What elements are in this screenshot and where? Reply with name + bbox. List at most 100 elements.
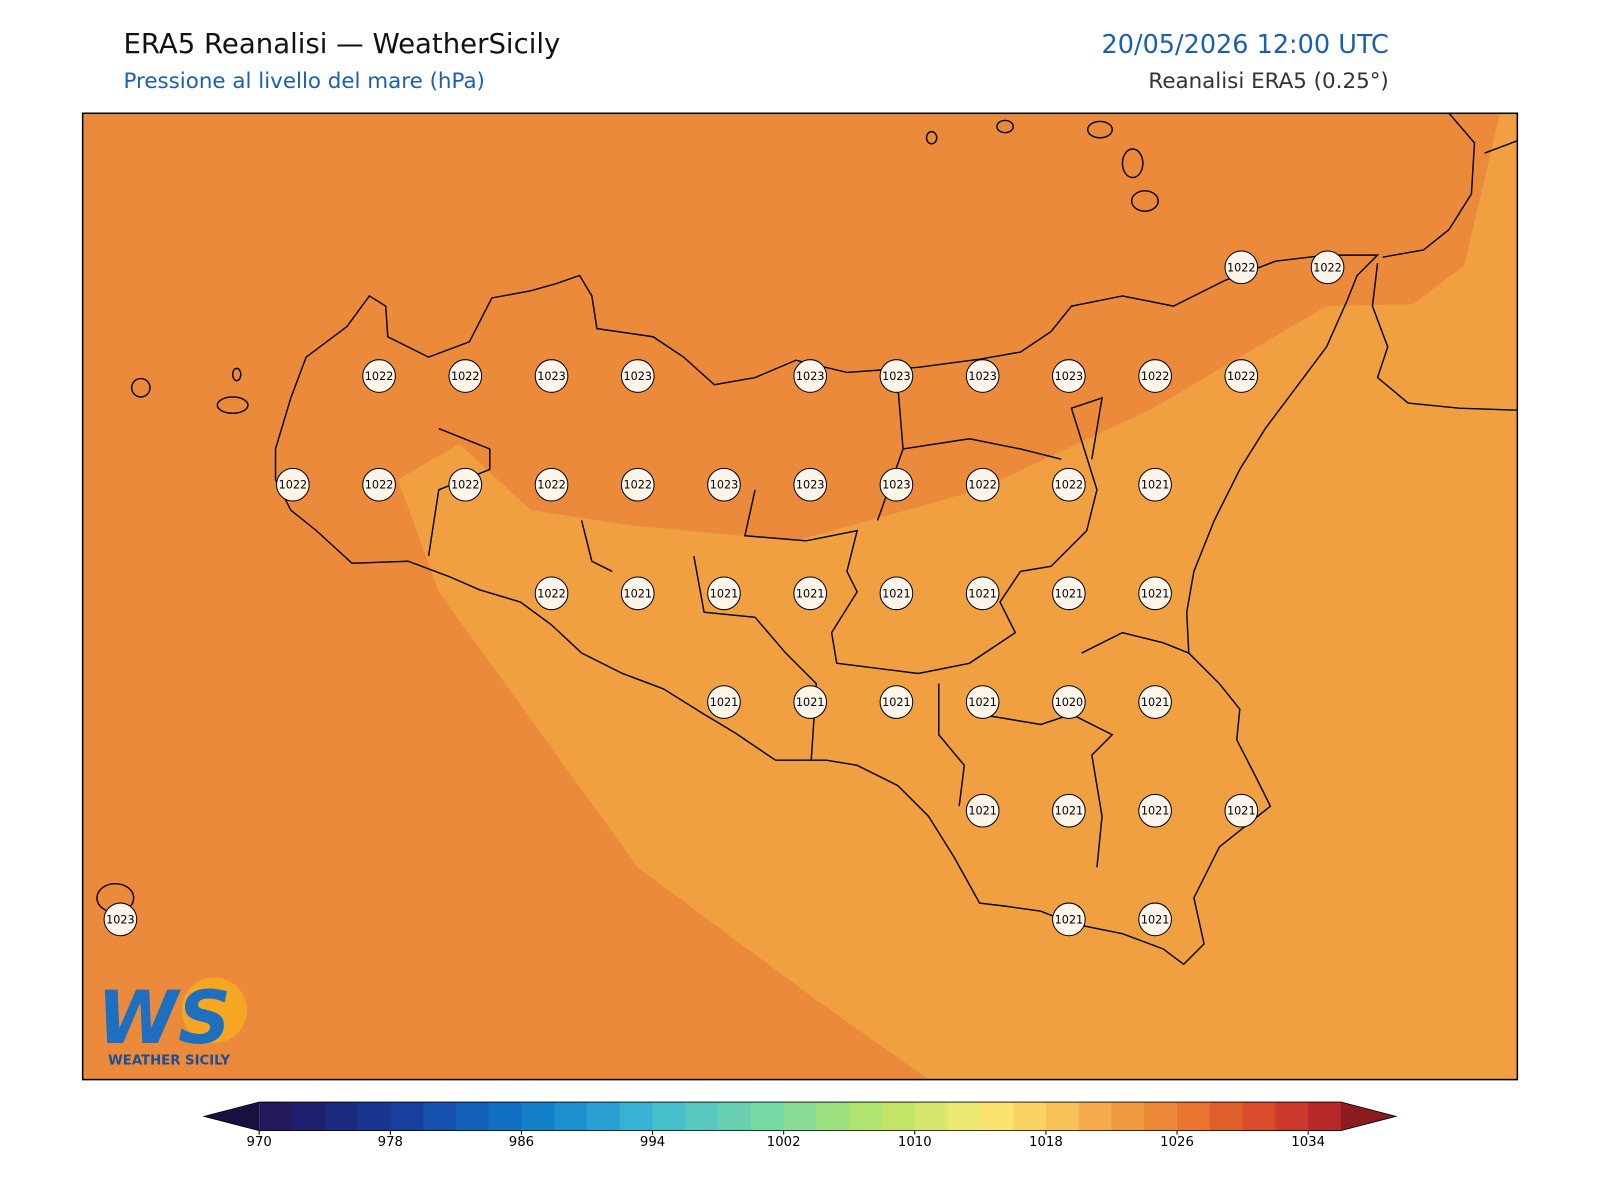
station-value: 1022	[968, 479, 997, 492]
station-value: 1022	[1141, 370, 1170, 383]
logo-letters: WS	[97, 976, 231, 1061]
station-marker	[793, 576, 828, 611]
station-marker	[879, 467, 914, 502]
pressure-band	[397, 113, 1518, 1080]
station: 1021	[707, 576, 741, 611]
colorbar-swatch	[586, 1102, 621, 1131]
station-value: 1021	[968, 696, 997, 709]
station-value: 1022	[1055, 479, 1084, 492]
colorbar-tick-label: 1026	[1160, 1135, 1194, 1150]
colorbar-swatch	[914, 1102, 949, 1131]
station-value: 1022	[279, 479, 308, 492]
colorbar-tick-label: 1002	[767, 1135, 801, 1150]
station-value: 1022	[1227, 370, 1256, 383]
station: 1022	[448, 359, 483, 393]
station-marker	[1138, 685, 1172, 719]
station-marker	[1224, 359, 1259, 393]
station: 1022	[1052, 467, 1086, 502]
station: 1020	[1052, 685, 1086, 719]
station-marker	[793, 685, 828, 719]
station: 1021	[793, 685, 828, 719]
map-area	[82, 113, 1518, 1080]
station: 1021	[1138, 685, 1172, 719]
station-value: 1023	[623, 370, 652, 383]
station-value: 1021	[1141, 479, 1170, 492]
station: 1021	[965, 793, 1000, 828]
colorbar-swatch	[390, 1102, 424, 1131]
colorbar-tick-label: 994	[640, 1135, 665, 1150]
station-value: 1021	[882, 696, 911, 709]
station-layer: 1022 1022 1022 1022 1023 1023 1023 1023 1023 1023…	[103, 250, 1345, 937]
station: 1021	[1052, 793, 1086, 828]
station-value: 1022	[537, 587, 566, 600]
station-marker	[534, 359, 569, 393]
colorbar-swatch	[849, 1102, 883, 1131]
station-value: 1021	[710, 696, 739, 709]
colorbar-swatch	[554, 1102, 588, 1131]
station-value: 1023	[796, 370, 825, 383]
station-value: 1023	[1055, 370, 1084, 383]
station: 1021	[707, 685, 741, 719]
station: 1022	[534, 467, 569, 502]
datetime: 20/05/2026 12:00 UTC	[1102, 30, 1389, 60]
station: 1023	[793, 467, 828, 502]
station-marker	[707, 467, 741, 502]
station-value: 1021	[882, 587, 911, 600]
station: 1023	[620, 359, 655, 393]
colorbar: 970 978 986 994 1002 1010 1018 1026 1034	[202, 1101, 1398, 1150]
colorbar-swatch	[816, 1102, 850, 1131]
station-marker	[879, 576, 914, 611]
colorbar-swatch	[1308, 1102, 1342, 1131]
colorbar-tick-label: 1034	[1291, 1135, 1325, 1150]
station-value: 1022	[623, 479, 652, 492]
station: 1022	[1224, 359, 1259, 393]
station-marker	[707, 685, 741, 719]
station: 1021	[793, 576, 828, 611]
station: 1023	[965, 359, 1000, 393]
station: 1021	[965, 576, 1000, 611]
station-value: 1021	[1055, 805, 1084, 818]
station-value: 1021	[1055, 587, 1084, 600]
station-marker	[1138, 467, 1172, 502]
colorbar-outline	[202, 1101, 1398, 1132]
station-marker	[1052, 793, 1086, 828]
station-marker	[620, 467, 655, 502]
logo-sun	[181, 977, 247, 1043]
colorbar-swatch	[521, 1102, 555, 1131]
station-value: 1021	[968, 805, 997, 818]
colorbar-swatch	[1078, 1102, 1113, 1131]
station-value: 1021	[1141, 805, 1170, 818]
title: ERA5 Reanalisi — WeatherSicily	[123, 28, 560, 60]
colorbar-swatch	[750, 1102, 785, 1131]
station: 1021	[1138, 467, 1172, 502]
colorbar-swatch	[652, 1102, 686, 1131]
colorbar-swatch	[1013, 1102, 1047, 1131]
station-marker	[362, 467, 396, 502]
logo: WS WEATHER SICILY	[97, 976, 247, 1068]
station-value: 1021	[796, 587, 825, 600]
station-value: 1023	[882, 370, 911, 383]
colorbar-swatch	[783, 1102, 818, 1131]
station-marker	[534, 576, 569, 611]
station-marker	[534, 467, 569, 502]
colorbar-swatch	[1242, 1102, 1276, 1131]
station-marker	[1138, 576, 1172, 611]
station-value: 1021	[1141, 913, 1170, 926]
station-marker	[620, 576, 655, 611]
station: 1022	[448, 467, 483, 502]
station: 1023	[103, 902, 138, 937]
colorbar-swatch	[423, 1102, 457, 1131]
colorbar-swatch	[1177, 1102, 1211, 1131]
map-frame	[81, 112, 1519, 1081]
station-value: 1023	[796, 479, 825, 492]
colorbar-swatch	[1144, 1102, 1178, 1131]
station-value: 1021	[710, 587, 739, 600]
colorbar-swatch	[1045, 1102, 1080, 1131]
station-value: 1023	[537, 370, 566, 383]
station-marker	[965, 576, 1000, 611]
colorbar-swatch	[1111, 1102, 1145, 1131]
station-marker	[965, 359, 1000, 393]
station-marker	[1138, 793, 1172, 828]
station-value: 1021	[968, 587, 997, 600]
